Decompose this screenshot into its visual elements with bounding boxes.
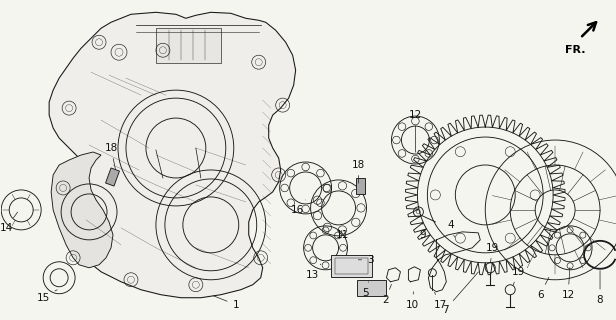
Text: 15: 15 — [36, 290, 57, 303]
Text: 3: 3 — [359, 255, 374, 265]
Polygon shape — [51, 152, 113, 268]
Bar — [105, 168, 120, 186]
Text: 12: 12 — [561, 268, 575, 300]
Text: 18: 18 — [352, 160, 365, 183]
Text: 18: 18 — [104, 143, 118, 169]
Bar — [156, 28, 221, 63]
Text: 14: 14 — [0, 212, 18, 233]
Text: 16: 16 — [291, 200, 306, 215]
Text: 19: 19 — [511, 267, 525, 285]
Bar — [334, 258, 368, 274]
Text: 12: 12 — [409, 110, 422, 152]
Text: 1: 1 — [213, 296, 239, 310]
Polygon shape — [49, 12, 296, 298]
Text: 11: 11 — [336, 230, 349, 240]
Text: 2: 2 — [382, 284, 391, 305]
Text: 7: 7 — [442, 272, 479, 315]
Text: 10: 10 — [406, 292, 419, 310]
Text: 5: 5 — [362, 282, 369, 298]
Text: 9: 9 — [419, 223, 426, 240]
Bar — [355, 178, 365, 194]
Text: 19: 19 — [485, 243, 499, 262]
Text: 4: 4 — [447, 220, 455, 237]
Bar — [357, 280, 386, 296]
Bar — [331, 255, 373, 277]
Text: 8: 8 — [597, 271, 603, 305]
Text: 17: 17 — [434, 292, 447, 310]
Text: FR.: FR. — [565, 45, 586, 55]
Text: 13: 13 — [306, 264, 321, 280]
Text: 6: 6 — [537, 277, 549, 300]
